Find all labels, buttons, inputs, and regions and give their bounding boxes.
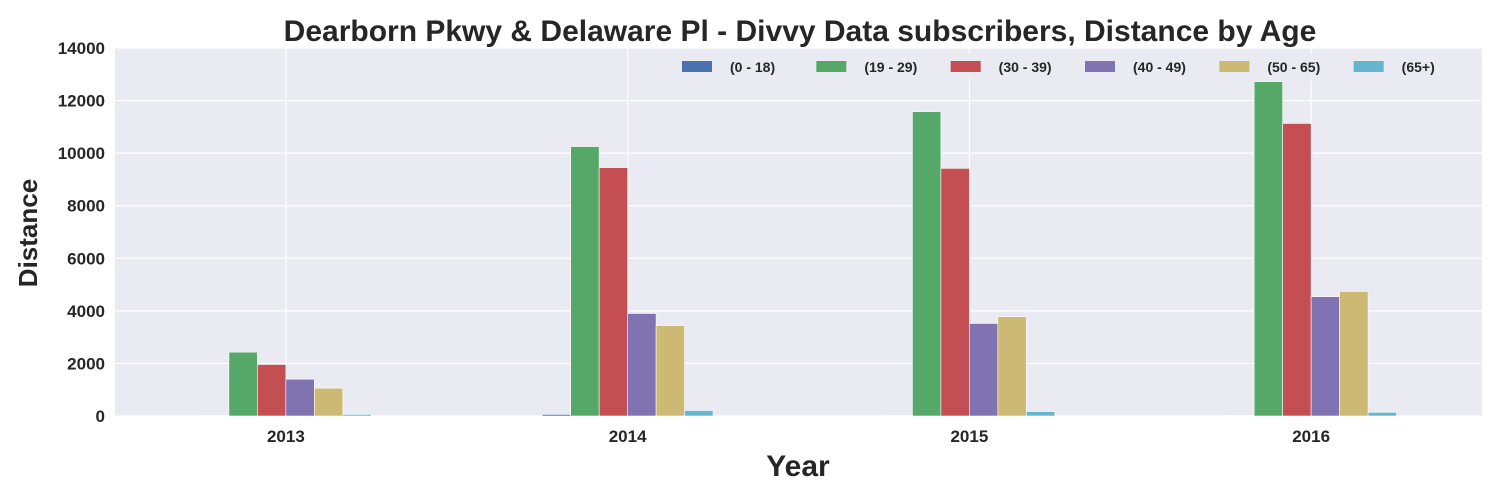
bar (1026, 411, 1056, 417)
x-tick-label: 2013 (267, 427, 305, 446)
bars (200, 81, 1397, 417)
legend-label: (19 - 29) (864, 59, 917, 75)
legend-label: (30 - 39) (999, 59, 1052, 75)
y-tick-label: 6000 (67, 249, 105, 268)
bar (200, 415, 230, 417)
bar (1253, 81, 1283, 417)
y-tick-label: 8000 (67, 197, 105, 216)
y-axis-label: Distance (13, 179, 43, 287)
legend-box (674, 53, 1480, 81)
x-tick-labels: 2013 2014 2015 2016 (267, 427, 1330, 446)
bar (912, 111, 942, 417)
bar (883, 415, 913, 417)
y-tick-label: 10000 (58, 144, 105, 163)
legend-swatch (682, 61, 712, 72)
legend-label: (50 - 65) (1267, 59, 1320, 75)
bar (1339, 291, 1369, 417)
chart-title: Dearborn Pkwy & Delaware Pl - Divvy Data… (284, 15, 1317, 48)
y-tick-labels: 0 2000 4000 6000 8000 10000 12000 14000 (58, 39, 105, 426)
x-tick-label: 2014 (609, 427, 647, 446)
bar (1310, 296, 1340, 417)
bar (684, 410, 714, 417)
legend-swatch (816, 61, 847, 72)
bar (314, 387, 344, 417)
x-tick-label: 2016 (1292, 427, 1330, 446)
bar (342, 414, 372, 417)
y-tick-label: 14000 (58, 39, 105, 58)
bar (1225, 415, 1255, 417)
bar (257, 364, 287, 417)
y-tick-label: 4000 (67, 302, 105, 321)
bar (598, 167, 628, 417)
legend-label: (40 - 49) (1133, 59, 1186, 75)
bar (228, 351, 258, 417)
bar (627, 313, 657, 417)
legend: (0 - 18) (19 - 29) (30 - 39) (40 - 49) (50 -… (674, 53, 1480, 81)
bar (655, 325, 685, 417)
bar (285, 378, 315, 417)
legend-swatch (1353, 61, 1384, 72)
x-axis-label: Year (766, 450, 830, 483)
legend-swatch (1219, 61, 1250, 72)
legend-label: (0 - 18) (730, 59, 775, 75)
y-tick-label: 12000 (58, 92, 105, 111)
bar (570, 146, 600, 417)
bar (940, 168, 970, 417)
legend-swatch (1085, 61, 1115, 72)
bar (997, 316, 1027, 417)
bar (969, 323, 999, 417)
legend-swatch (950, 61, 981, 72)
bar (541, 414, 571, 417)
y-tick-label: 0 (96, 407, 105, 426)
y-tick-label: 2000 (67, 354, 105, 373)
legend-label: (65+) (1402, 59, 1435, 75)
x-tick-label: 2015 (950, 427, 988, 446)
bar (1282, 123, 1312, 417)
bar (1367, 412, 1397, 417)
